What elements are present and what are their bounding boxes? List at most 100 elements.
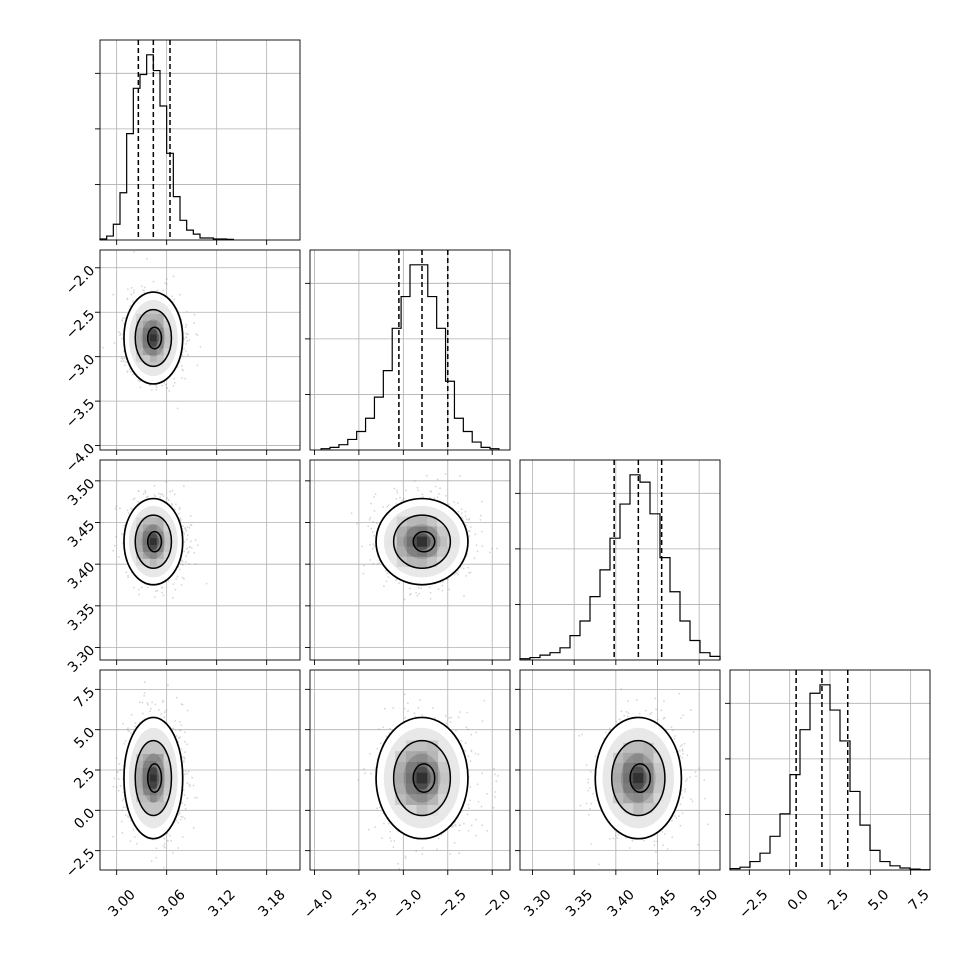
hist2d-cell [156,754,164,761]
hist2d-cell [143,524,150,532]
hist2d-cell [427,526,438,537]
hist2d-cell [163,355,171,363]
hist2d-cell [416,794,428,805]
hist2d-cell [163,774,171,782]
hist2d-cell [149,524,157,532]
density-layer [578,688,709,866]
hist2d-cell [136,341,144,349]
hist2d-cell [416,516,428,527]
x-tick-label: 5.0 [865,887,892,914]
hist2d-cell [163,788,171,796]
hist2d-cell [643,783,654,794]
hist2d-cell [633,773,644,784]
hist2d-cell [163,760,171,768]
hist2d-cell [438,751,449,762]
hist2d-cell [156,348,164,356]
x-tick-label: −3.5 [346,887,381,922]
hist2d-cell [396,516,407,527]
hist2d-cell [613,762,624,774]
hist2d-cell [643,742,654,753]
hist2d-cell [427,740,439,752]
hist2d-cell [163,313,171,321]
hist2d-cell [427,556,438,567]
hist2d-cell [633,793,644,804]
hist2d-cell [143,313,150,321]
hist2d-cell [416,783,428,795]
hist2d-cell [416,772,428,784]
hist2d-cell [438,772,449,784]
hist2d-cell [395,761,406,773]
hist2d-cell [613,752,624,763]
contour-line [629,763,652,794]
contour-line [123,497,184,586]
hist2d-cell [416,536,428,547]
hist2d-cell [143,327,150,335]
hist2d-cell [396,546,407,557]
histogram-panel-2 [515,459,721,665]
hist2d-cell [623,742,634,753]
hist2d-cell [163,754,171,761]
hist2d-cell [136,760,144,768]
panel-frame [519,459,721,661]
panel-frame [99,39,301,241]
hist2d-cell [156,795,164,803]
histogram-step [729,684,931,871]
hist2d-cell [149,795,157,803]
hist2d-cell [163,334,171,342]
hist2d-cell [143,355,150,363]
x-tick-label: 3.50 [688,887,721,920]
hist2d-cell [143,348,150,356]
histogram-step [519,474,721,660]
hist2d-cell [156,517,164,525]
hist2d-cell [143,754,150,761]
hist2d-cell [136,524,144,532]
x-tick-label: 0.0 [785,887,812,914]
pair-panel-r3-c0: 3.00 3.06 3.12 3.18 −2.5 0.0 2.5 5.0 7.5 [63,669,301,920]
contour-line [412,763,436,794]
hist2d-cell [438,783,449,795]
pair-panel-r2-c0: 3.30 3.35 3.40 3.45 3.50 [65,459,301,676]
hist2d-cell [437,546,448,557]
hist2d-cell [613,773,624,784]
hist2d-cell [653,773,664,784]
hist2d-cell [143,531,150,539]
x-tick-label: −2.5 [435,887,470,922]
histogram-step [320,264,500,450]
hist2d-cell [163,517,171,525]
hist2d-cell [396,526,407,537]
hist2d-cell [136,754,144,761]
hist2d-cell [437,516,448,527]
hist2d-cell [149,313,157,321]
x-tick-label: 7.5 [906,887,933,914]
hist2d-cell [149,781,157,789]
hist2d-cell [156,788,164,796]
hist2d-cell [149,545,157,552]
hist2d-cell [643,793,654,804]
contour-line [134,514,173,570]
y-tick-label: 3.40 [65,559,98,592]
hist2d-cell [623,752,634,763]
hist2d-cell [163,781,171,789]
hist2d-cell [633,742,644,753]
hist2d-cell [623,793,634,804]
x-tick-label: 2.5 [825,887,852,914]
hist2d-cell [156,551,164,559]
y-tick-label: 3.35 [65,601,98,634]
hist2d-cell [163,545,171,552]
hist2d-cell [156,313,164,321]
x-tick-label: −3.0 [390,887,425,922]
hist2d-cell [643,752,654,763]
hist2d-cell [416,556,428,567]
contour-line [375,716,469,840]
hist2d-cell [438,794,449,805]
hist2d-cell [395,783,406,795]
histogram-step [99,54,234,241]
hist2d-cell [438,761,449,773]
hist2d-cell [156,760,164,768]
hist2d-cell [156,355,164,363]
hist2d-cell [406,516,417,527]
hist2d-cell [405,761,417,773]
hist2d-cell [163,320,171,328]
density-layer [112,481,208,599]
panel-frame [309,459,511,661]
